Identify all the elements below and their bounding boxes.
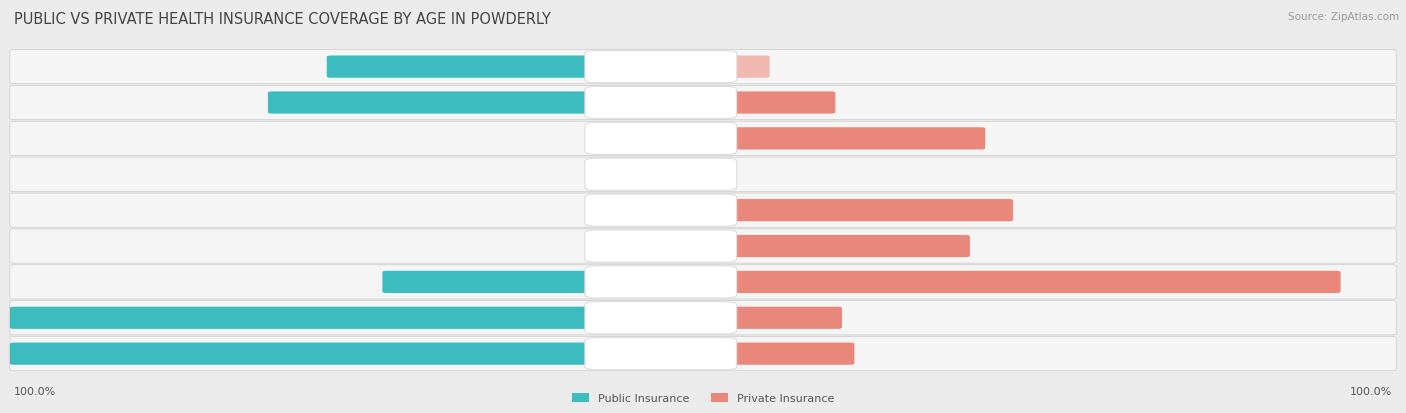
Legend: Public Insurance, Private Insurance: Public Insurance, Private Insurance [572,393,834,404]
Text: 41.7%: 41.7% [835,242,875,252]
Text: PUBLIC VS PRIVATE HEALTH INSURANCE COVERAGE BY AGE IN POWDERLY: PUBLIC VS PRIVATE HEALTH INSURANCE COVER… [14,12,551,27]
Text: 100.0%: 100.0% [208,313,254,323]
Text: 25 to 34 Years: 25 to 34 Years [621,170,700,180]
Text: 92.4%: 92.4% [1095,277,1133,287]
Text: 0.0%: 0.0% [561,170,589,180]
Text: 42.4%: 42.4% [468,277,508,287]
Text: 14.3%: 14.3% [772,62,808,72]
Text: 0.0%: 0.0% [561,206,589,216]
Text: 65 to 74 Years: 65 to 74 Years [621,313,700,323]
Text: Source: ZipAtlas.com: Source: ZipAtlas.com [1288,12,1399,22]
Text: 100.0%: 100.0% [1350,387,1392,396]
Text: 43.8%: 43.8% [846,134,884,144]
Text: 25.9%: 25.9% [755,349,793,359]
Text: 45 to 54 Years: 45 to 54 Years [621,242,700,252]
Text: Under 6: Under 6 [638,62,683,72]
Text: 0.0%: 0.0% [561,242,589,252]
Text: 35 to 44 Years: 35 to 44 Years [621,206,700,216]
Text: 24.2%: 24.2% [747,313,785,323]
Text: 75 Years and over: 75 Years and over [610,349,711,359]
Text: 8.8%: 8.8% [733,170,761,180]
Text: 19 to 25 Years: 19 to 25 Years [621,134,700,144]
Text: 100.0%: 100.0% [208,349,254,359]
Text: 60.1%: 60.1% [388,98,427,108]
Text: 6 to 18 Years: 6 to 18 Years [624,98,697,108]
Text: 47.6%: 47.6% [866,206,904,216]
Text: 100.0%: 100.0% [14,387,56,396]
Text: 0.0%: 0.0% [561,134,589,144]
Text: 55 to 64 Years: 55 to 64 Years [621,277,700,287]
Text: 23.3%: 23.3% [742,98,780,108]
Text: 51.0%: 51.0% [430,62,468,72]
